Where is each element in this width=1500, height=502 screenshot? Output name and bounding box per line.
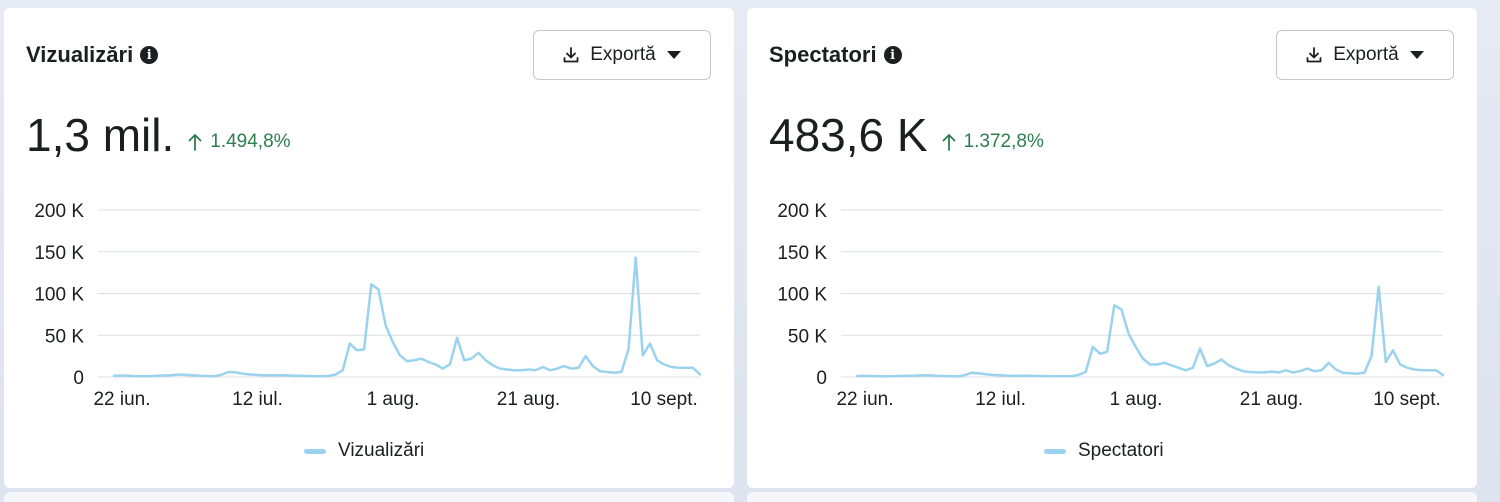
views-card: Vizualizări i Exportă 1,3 mil. 1.494,8% xyxy=(4,8,734,488)
series-line[interactable] xyxy=(112,256,702,378)
y-tick-label: 200 K xyxy=(34,201,84,222)
info-icon[interactable]: i xyxy=(140,46,159,64)
x-tick-label: 1 aug. xyxy=(1110,389,1163,410)
y-tick-label: 150 K xyxy=(777,243,827,264)
series-line[interactable] xyxy=(855,285,1445,378)
y-tick-label: 0 xyxy=(816,368,827,389)
y-tick-label: 200 K xyxy=(777,201,827,222)
views-title-text: Vizualizări xyxy=(26,42,134,67)
next-card-edge xyxy=(747,492,1477,502)
x-tick-label: 21 aug. xyxy=(497,389,560,410)
export-button-label: Exportă xyxy=(1333,44,1399,65)
arrow-up-icon xyxy=(188,133,202,151)
viewers-legend-label: Spectatori xyxy=(1078,440,1164,461)
viewers-card: Spectatori i Exportă 483,6 K 1.372,8% xyxy=(747,8,1477,488)
export-button-label: Exportă xyxy=(590,44,656,65)
x-tick-label: 12 iul. xyxy=(232,389,283,410)
viewers-total-value: 483,6 K xyxy=(769,109,928,161)
x-tick-label: 21 aug. xyxy=(1240,389,1303,410)
viewers-title-text: Spectatori xyxy=(769,42,877,67)
views-legend-label: Vizualizări xyxy=(338,440,425,461)
y-tick-label: 50 K xyxy=(788,326,827,347)
arrow-up-icon xyxy=(942,133,956,151)
download-icon xyxy=(563,47,579,63)
views-total-value: 1,3 mil. xyxy=(26,109,175,161)
caret-down-icon xyxy=(1409,51,1424,59)
viewers-legend[interactable]: Spectatori xyxy=(1044,440,1164,462)
views-legend[interactable]: Vizualizări xyxy=(304,440,424,462)
y-tick-label: 0 xyxy=(73,368,84,389)
x-tick-label: 1 aug. xyxy=(367,389,420,410)
next-card-edge xyxy=(4,492,734,502)
y-tick-label: 100 K xyxy=(34,285,84,306)
views-card-title: Vizualizări i xyxy=(26,42,159,68)
y-tick-label: 50 K xyxy=(45,326,84,347)
export-button[interactable]: Exportă xyxy=(533,30,711,80)
caret-down-icon xyxy=(666,51,681,59)
viewers-line-chart: 0 50 K 100 K 150 K 200 K 22 iun. 12 iul. 1 aug.… xyxy=(777,201,1445,410)
views-delta-value: 1.494,8% xyxy=(210,131,291,152)
views-delta: 1.494,8% xyxy=(188,131,291,153)
x-tick-label: 12 iul. xyxy=(975,389,1026,410)
export-button[interactable]: Exportă xyxy=(1276,30,1454,80)
viewers-delta-value: 1.372,8% xyxy=(963,131,1044,152)
x-tick-label: 22 iun. xyxy=(93,389,150,410)
x-tick-label: 10 sept. xyxy=(630,389,698,410)
y-tick-label: 100 K xyxy=(777,285,827,306)
x-tick-label: 22 iun. xyxy=(836,389,893,410)
info-icon[interactable]: i xyxy=(883,46,902,64)
viewers-delta: 1.372,8% xyxy=(942,131,1044,153)
y-tick-label: 150 K xyxy=(34,243,84,264)
download-icon xyxy=(1306,47,1322,63)
x-tick-label: 10 sept. xyxy=(1373,389,1441,410)
viewers-card-title: Spectatori i xyxy=(769,42,902,68)
views-total: 1,3 mil. 1.494,8% xyxy=(26,108,291,162)
viewers-total: 483,6 K 1.372,8% xyxy=(769,108,1044,162)
legend-swatch xyxy=(1044,448,1066,454)
legend-swatch xyxy=(304,448,326,454)
views-line-chart: 0 50 K 100 K 150 K 200 K 22 iun. 12 iul. 1 aug.… xyxy=(34,201,702,410)
